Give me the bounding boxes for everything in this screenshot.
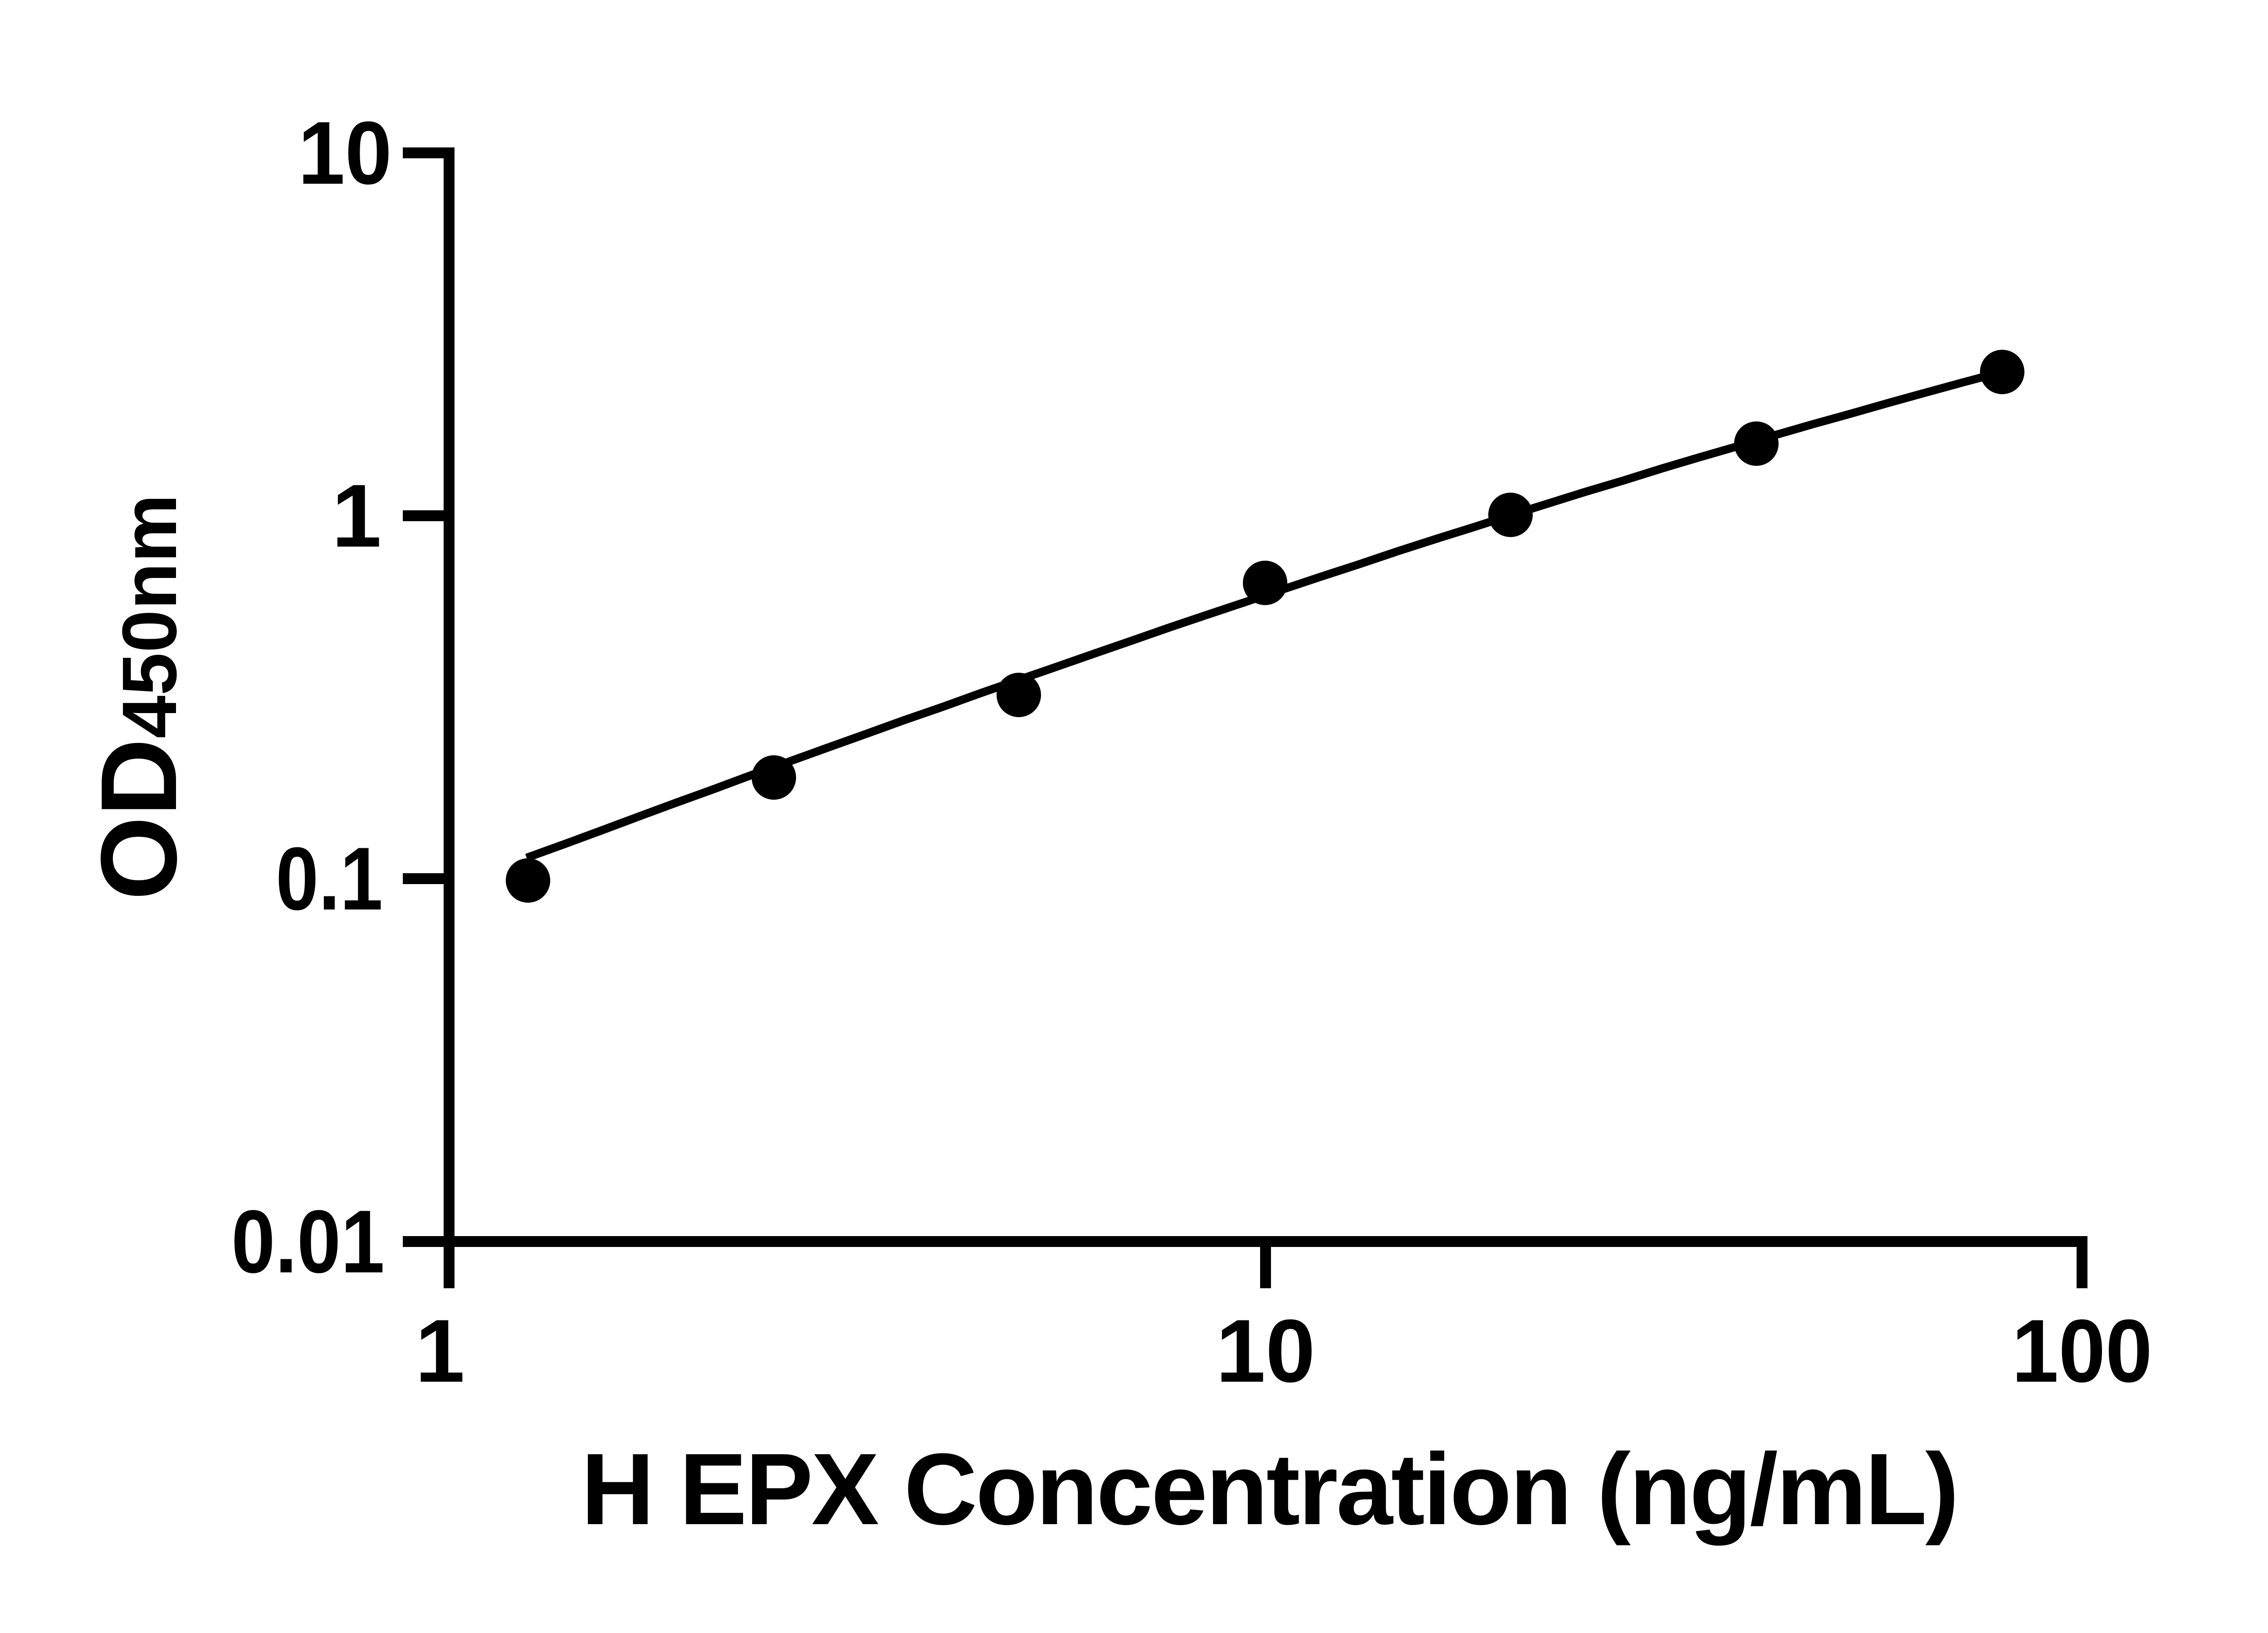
svg-text:1: 1 (332, 466, 381, 566)
svg-text:0.1: 0.1 (276, 829, 383, 929)
svg-text:H EPX Concentration (ng/mL): H EPX Concentration (ng/mL) (581, 1433, 1959, 1546)
svg-text:100: 100 (2012, 1301, 2152, 1401)
svg-text:10: 10 (298, 103, 392, 203)
svg-text:10: 10 (1216, 1301, 1315, 1401)
svg-text:0.01: 0.01 (231, 1192, 385, 1291)
svg-text:1: 1 (415, 1301, 465, 1401)
